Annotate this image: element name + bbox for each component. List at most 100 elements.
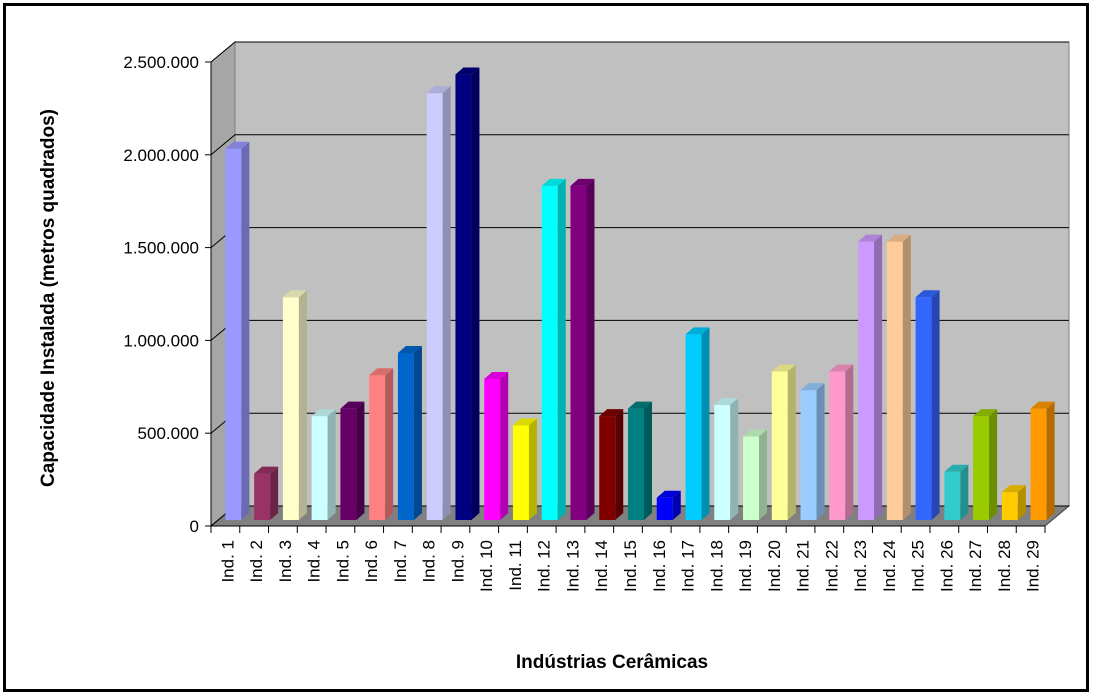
bar-side xyxy=(902,234,911,520)
bar-top xyxy=(426,86,451,94)
bar-top xyxy=(282,290,307,298)
x-tick-label: Ind. 2 xyxy=(247,540,266,583)
bar-side xyxy=(586,178,595,521)
bar-top xyxy=(800,383,825,391)
x-tick-label: Ind. 6 xyxy=(362,540,381,583)
x-tick-label: Ind. 4 xyxy=(305,540,324,583)
bar xyxy=(599,409,624,520)
bar-front xyxy=(973,416,990,520)
bar-front xyxy=(1030,408,1047,520)
x-tick-label: Ind. 17 xyxy=(679,540,698,592)
x-axis: Ind. 1 Ind. 2 Ind. 3 Ind. 4 Ind. 5 Ind. 6 Ind.… xyxy=(210,525,1046,592)
bar-front xyxy=(599,416,616,520)
y-tick-label: 2.500.000 xyxy=(123,53,199,72)
bar-side xyxy=(759,429,768,520)
bar-front xyxy=(685,334,702,520)
bar xyxy=(455,67,480,520)
x-tick-label: Ind. 5 xyxy=(333,540,352,583)
bar-top xyxy=(829,364,854,372)
bar-side xyxy=(816,383,825,520)
x-tick-label: Ind. 19 xyxy=(736,540,755,592)
bar-front xyxy=(369,375,386,520)
bar-top xyxy=(858,234,883,242)
bar-front xyxy=(915,297,932,520)
x-tick-label: Ind. 16 xyxy=(650,540,669,592)
bar-front xyxy=(426,93,443,521)
bar-side xyxy=(672,490,681,520)
bar xyxy=(397,345,422,520)
bar-side xyxy=(241,141,250,521)
y-axis-title: Capacidade Instalada (metros quadrados) xyxy=(38,109,59,487)
x-tick-label: Ind. 27 xyxy=(966,540,985,592)
x-tick-label: Ind. 12 xyxy=(535,540,554,592)
x-tick-label: Ind. 20 xyxy=(765,540,784,592)
bar-front xyxy=(541,185,558,521)
bar-side xyxy=(471,67,480,520)
x-axis-title: Indústrias Cerâmicas xyxy=(516,652,708,673)
bar xyxy=(512,418,537,520)
bar-front xyxy=(743,436,760,520)
bar-front xyxy=(1001,492,1018,520)
bar xyxy=(369,368,394,520)
bar-side xyxy=(385,368,394,520)
bar-top xyxy=(455,67,480,75)
bar-side xyxy=(874,234,883,520)
bar xyxy=(426,86,451,521)
bar-side xyxy=(356,401,365,520)
bar-front xyxy=(455,74,472,520)
bar xyxy=(254,466,279,520)
x-tick-label: Ind. 21 xyxy=(794,540,813,592)
bar-front xyxy=(225,148,242,521)
bar-front xyxy=(886,241,903,520)
y-tick-label: 1.500.000 xyxy=(123,239,199,258)
bar-front xyxy=(254,473,271,520)
bar-front xyxy=(570,185,587,521)
x-tick-label: Ind. 22 xyxy=(822,540,841,592)
bar-top xyxy=(743,429,768,437)
gridline xyxy=(210,41,1069,63)
bar-top xyxy=(1030,401,1055,409)
bar-side xyxy=(298,290,307,520)
bar xyxy=(743,429,768,520)
y-tick-label: 1.000.000 xyxy=(123,331,199,350)
bar-top xyxy=(512,418,537,426)
bar xyxy=(685,327,710,520)
x-tick-label: Ind. 14 xyxy=(592,540,611,592)
x-tick-label: Ind. 26 xyxy=(937,540,956,592)
x-tick-label: Ind. 7 xyxy=(391,540,410,583)
bar-front xyxy=(397,352,414,520)
x-tick-label: Ind. 23 xyxy=(851,540,870,592)
bar xyxy=(886,234,911,520)
bar-top xyxy=(714,397,739,405)
bar-front xyxy=(656,497,673,520)
bar-side xyxy=(701,327,710,520)
bar-front xyxy=(829,371,846,520)
bar-side xyxy=(270,466,279,520)
bar xyxy=(484,371,509,520)
x-tick-label: Ind. 28 xyxy=(995,540,1014,592)
bar-top xyxy=(915,290,940,298)
y-tick-label: 500.000 xyxy=(138,424,199,443)
bar-side xyxy=(845,364,854,520)
bar xyxy=(771,364,796,520)
x-tick-label: Ind. 13 xyxy=(563,540,582,592)
bar xyxy=(829,364,854,520)
bar-front xyxy=(944,471,961,520)
x-tick-label: Ind. 15 xyxy=(621,540,640,592)
bar-top xyxy=(771,364,796,372)
bar-top xyxy=(254,466,279,474)
gridline xyxy=(210,134,1069,156)
bar-side xyxy=(615,409,624,520)
bar-side xyxy=(413,345,422,520)
bar-top xyxy=(369,368,394,376)
bar-side xyxy=(787,364,796,520)
bar xyxy=(1001,485,1026,520)
bar xyxy=(973,409,998,520)
bar-side xyxy=(528,418,537,520)
bar-top xyxy=(541,178,566,186)
bar-front xyxy=(311,416,328,520)
bar xyxy=(282,290,307,520)
bar xyxy=(944,464,969,520)
bar-side xyxy=(1017,485,1026,520)
